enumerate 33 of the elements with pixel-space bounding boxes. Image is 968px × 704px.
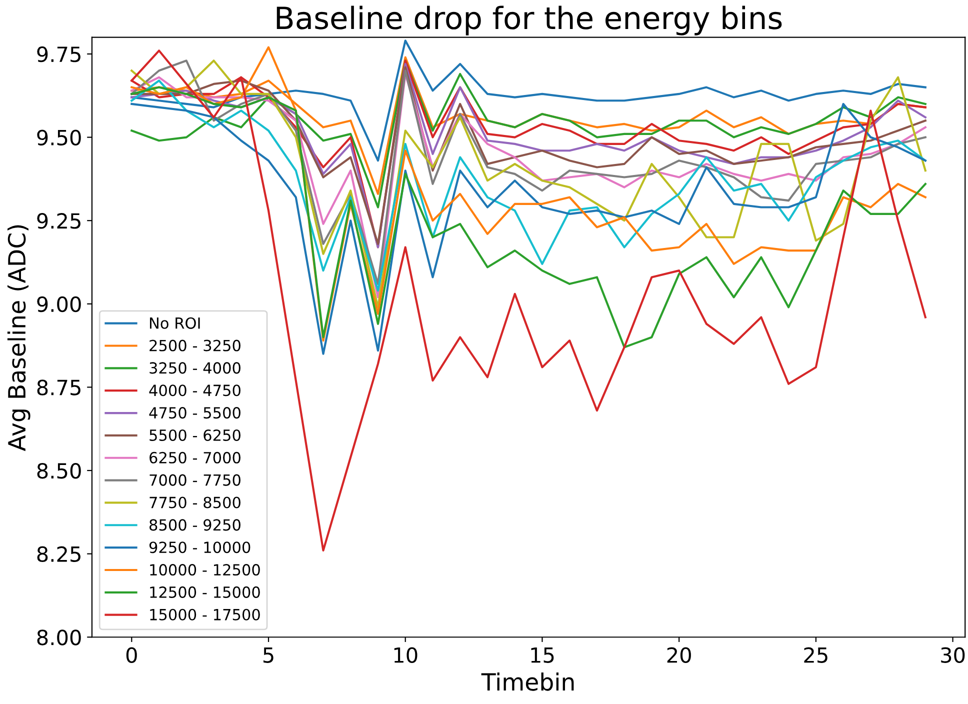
legend-label: 7750 - 8500 <box>150 496 240 508</box>
legend-label: 12500 - 15000 <box>150 586 260 598</box>
x-tick-label: 10 <box>394 647 418 663</box>
legend-label: 8500 - 9250 <box>150 519 240 531</box>
y-tick-label: 9.50 <box>37 130 81 146</box>
y-axis-title: Avg Baseline (ADC) <box>7 225 30 452</box>
legend-label: 3250 - 4000 <box>150 362 240 374</box>
x-tick-label: 25 <box>804 647 828 663</box>
x-tick-label: 15 <box>531 647 554 663</box>
y-tick-label: 8.00 <box>37 630 81 646</box>
legend-label: 4000 - 4750 <box>149 384 240 396</box>
y-tick-label: 8.50 <box>37 462 81 479</box>
legend-label: 15000 - 17500 <box>150 608 260 620</box>
x-tick-label: 20 <box>667 647 691 663</box>
y-tick-label: 9.25 <box>37 213 80 229</box>
y-tick-label: 8.75 <box>37 380 80 396</box>
legend-label: 2500 - 3250 <box>150 340 240 352</box>
legend-label: No ROI <box>150 317 200 329</box>
legend-label: 6250 - 7000 <box>150 452 240 464</box>
line-series <box>130 40 926 162</box>
x-tick-label: 0 <box>126 647 137 663</box>
y-tick-label: 8.25 <box>37 546 80 562</box>
x-axis-title: Timebin <box>481 672 574 691</box>
y-tick-label: 9.00 <box>37 296 81 312</box>
y-tick-label: 9.75 <box>37 46 80 62</box>
x-tick-label: 30 <box>941 647 965 663</box>
legend-label: 10000 - 12500 <box>150 564 260 576</box>
legend-label: 9250 - 10000 <box>149 542 250 554</box>
legend-label: 5500 - 6250 <box>150 429 240 442</box>
x-tick-label: 5 <box>263 647 274 663</box>
chart-title: Baseline drop for the energy bins <box>276 6 782 36</box>
legend-label: 4750 - 5500 <box>149 407 240 419</box>
legend-label: 7000 - 7750 <box>150 474 240 486</box>
